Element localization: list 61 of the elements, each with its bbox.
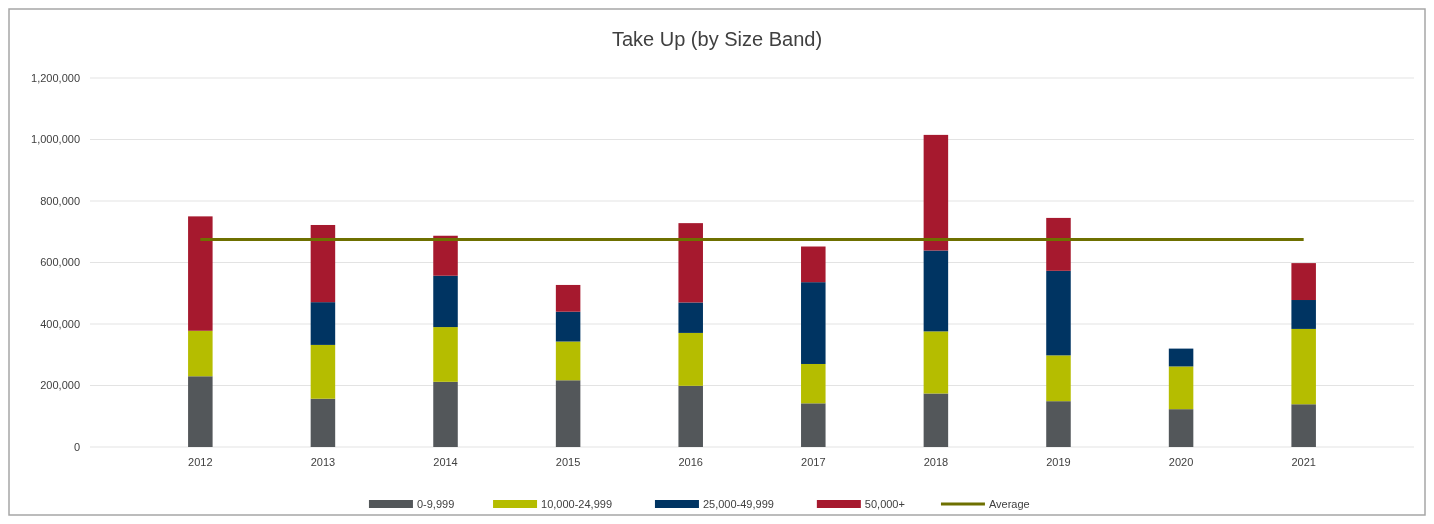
bar <box>923 134 949 251</box>
bar <box>1168 348 1194 367</box>
legend-label: 0-9,999 <box>416 497 455 510</box>
bar <box>1291 300 1316 329</box>
bar <box>1046 270 1071 356</box>
bar <box>678 223 703 303</box>
bar <box>678 385 703 447</box>
x-tick-label: 2012 <box>188 456 213 468</box>
bar <box>555 341 581 381</box>
x-tick-label: 2015 <box>555 456 581 468</box>
legend-label: 25,000-49,999 <box>702 497 774 510</box>
bar <box>310 302 336 345</box>
y-tick-label: 400,000 <box>40 317 80 330</box>
x-tick-label: 2013 <box>310 456 336 468</box>
bar <box>555 380 581 447</box>
bar <box>801 282 826 364</box>
y-tick-label: 1,200,000 <box>31 71 80 84</box>
bar <box>801 246 826 283</box>
x-tick-label: 2020 <box>1168 456 1194 468</box>
bar <box>188 330 213 377</box>
bar <box>310 344 336 399</box>
chart-title: Take Up (by Size Band) <box>611 28 823 50</box>
bar <box>678 332 703 386</box>
bar <box>801 403 826 447</box>
bar <box>1291 404 1316 447</box>
bar <box>923 250 949 332</box>
bar <box>555 284 581 312</box>
bar <box>1046 401 1071 447</box>
x-tick-label: 2017 <box>801 456 826 468</box>
y-tick-label: 0 <box>73 440 80 453</box>
bar <box>433 327 458 382</box>
bar <box>433 235 458 276</box>
y-tick-label: 800,000 <box>40 194 80 207</box>
bar <box>188 376 213 447</box>
bar <box>1046 355 1071 402</box>
y-tick-label: 1,000,000 <box>31 133 80 146</box>
x-tick-label: 2018 <box>923 456 949 468</box>
y-tick-label: 600,000 <box>40 256 80 269</box>
bar <box>310 224 336 303</box>
bar <box>678 302 703 333</box>
x-tick-label: 2016 <box>678 456 703 468</box>
bar <box>923 393 949 447</box>
bar <box>188 216 213 331</box>
bar <box>923 331 949 394</box>
bar <box>1168 366 1194 410</box>
bar <box>1291 328 1316 405</box>
bar <box>1168 409 1194 447</box>
bar <box>1291 263 1316 301</box>
bar <box>555 311 581 342</box>
bar <box>310 398 336 447</box>
legend-label: 50,000+ <box>864 497 905 510</box>
x-tick-label: 2021 <box>1291 456 1316 468</box>
bar <box>433 381 458 447</box>
bar <box>433 275 458 328</box>
legend-label: Average <box>988 497 1030 510</box>
bar <box>801 363 826 404</box>
bar <box>1046 217 1071 271</box>
x-tick-label: 2019 <box>1046 456 1071 468</box>
x-tick-label: 2014 <box>433 456 458 468</box>
y-tick-label: 200,000 <box>40 379 80 392</box>
legend-label: 10,000-24,999 <box>541 497 612 510</box>
